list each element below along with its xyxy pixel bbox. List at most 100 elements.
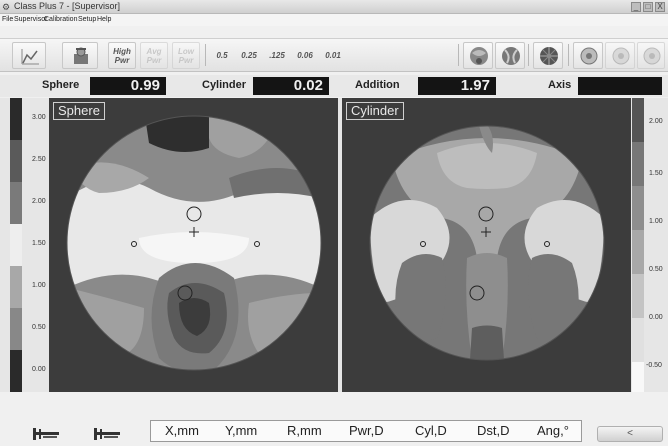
measurement-columns-header: X,mm Y,mm R,mm Pwr,D Cyl,D Dst,D Ang,° — [150, 420, 582, 442]
caliper-button-1[interactable] — [27, 426, 67, 444]
resolution-0-25-button[interactable]: 0.25 — [241, 51, 257, 60]
high-power-label-top: High — [113, 47, 131, 56]
rotate-left-button[interactable] — [573, 42, 603, 69]
scale-tick-label: 3.00 — [32, 114, 46, 121]
cylinder-color-scale: 2.00 1.50 1.00 0.50 0.00 -0.50 — [632, 98, 668, 392]
column-header: Y,mm — [225, 423, 258, 438]
map-view-2-button[interactable] — [495, 42, 525, 69]
toolbar-separator — [528, 44, 529, 66]
resolution-0-5-button[interactable]: 0.5 — [216, 51, 228, 60]
window-title: Class Plus 7 - [Supervisor] — [14, 1, 121, 11]
scale-swatch — [10, 140, 22, 182]
axis-value — [578, 77, 662, 95]
avg-power-label-bottom: Pwr — [146, 56, 162, 65]
scale-tick-label: 2.00 — [32, 198, 46, 205]
scale-swatch — [10, 308, 22, 350]
chart-tool-button[interactable] — [12, 42, 46, 69]
column-header: Cyl,D — [415, 423, 447, 438]
toolbar-separator — [205, 44, 206, 66]
menu-calibration[interactable]: Calibration — [44, 16, 78, 23]
scale-swatch — [632, 230, 644, 274]
toolbar: High Pwr Avg Pwr Low Pwr 0.5 0.25 .125 0… — [0, 38, 668, 72]
scale-tick-label: 1.50 — [649, 170, 663, 177]
resolution-0-01-button[interactable]: 0.01 — [325, 51, 341, 60]
app-icon: ⚙ — [2, 2, 11, 12]
cylinder-map[interactable] — [342, 98, 631, 392]
column-header: R,mm — [287, 423, 322, 438]
scale-swatch — [632, 142, 644, 186]
readout-bar: Sphere 0.99 Cylinder 0.02 Addition 1.97 … — [0, 75, 668, 97]
menu-file[interactable]: File — [2, 16, 14, 23]
minimize-button[interactable]: _ — [631, 2, 641, 12]
scale-tick-label: 0.50 — [649, 266, 663, 273]
column-header: Dst,D — [477, 423, 510, 438]
scale-tick-label: 1.50 — [32, 240, 46, 247]
caliper-icon — [94, 428, 120, 440]
rotate-right-button[interactable] — [605, 42, 635, 69]
toolbar-separator — [458, 44, 459, 66]
menu-supervisor[interactable]: Supervisor — [14, 16, 48, 23]
column-header: X,mm — [165, 423, 199, 438]
addition-value: 1.97 — [418, 77, 496, 95]
scale-tick-label: -0.50 — [646, 362, 662, 369]
scale-tick-label: 1.00 — [649, 218, 663, 225]
low-power-button[interactable]: Low Pwr — [172, 42, 200, 69]
bottom-panel: X,mm Y,mm R,mm Pwr,D Cyl,D Dst,D Ang,° < — [0, 392, 668, 446]
scale-swatch — [10, 350, 22, 392]
rotate-left-icon — [580, 47, 598, 65]
scale-swatch — [10, 182, 22, 224]
cylinder-value: 0.02 — [253, 77, 329, 95]
lensmeter-icon — [74, 47, 88, 64]
caliper-button-2[interactable] — [88, 426, 128, 444]
avg-power-button[interactable]: Avg Pwr — [140, 42, 168, 69]
resolution-0-06-button[interactable]: 0.06 — [297, 51, 313, 60]
scale-tick-label: 1.00 — [32, 282, 46, 289]
scale-tick-label: 2.50 — [32, 156, 46, 163]
scale-tick-label: 0.00 — [649, 314, 663, 321]
sphere-value: 0.99 — [90, 77, 166, 95]
column-header: Pwr,D — [349, 423, 384, 438]
grid-view-button[interactable] — [533, 42, 563, 69]
reset-view-button[interactable] — [637, 42, 665, 69]
scale-swatch — [632, 98, 644, 142]
cylinder-label: Cylinder — [202, 79, 247, 91]
toolbar-separator — [568, 44, 569, 66]
column-header: Ang,° — [537, 423, 569, 438]
addition-label: Addition — [355, 79, 400, 91]
menu-setup[interactable]: Setup — [78, 16, 97, 23]
close-button[interactable]: X — [655, 2, 665, 12]
rotate-right-icon — [612, 47, 630, 65]
cylinder-map-title: Cylinder — [346, 102, 404, 120]
high-power-label-bottom: Pwr — [114, 56, 130, 65]
sphere-label: Sphere — [42, 79, 80, 91]
low-power-label-bottom: Pwr — [178, 56, 194, 65]
sphere-map-panel[interactable]: Sphere — [49, 98, 338, 392]
sphere-color-scale: 3.00 2.50 2.00 1.50 1.00 0.50 0.00 — [10, 98, 48, 392]
scale-swatch — [10, 224, 22, 266]
reset-icon — [643, 47, 661, 65]
menu-help[interactable]: Help — [97, 16, 112, 23]
map-view-1-button[interactable] — [463, 42, 493, 69]
title-bar: ⚙ Class Plus 7 - [Supervisor] _ □ X — [0, 0, 668, 14]
scale-swatch — [10, 98, 22, 140]
axis-label: Axis — [548, 79, 572, 91]
scale-swatch — [632, 318, 644, 362]
scale-tick-label: 0.00 — [32, 366, 46, 373]
chart-icon — [21, 49, 39, 65]
cylinder-map-panel[interactable]: Cylinder — [342, 98, 631, 392]
grid-sphere-icon — [540, 47, 558, 65]
caliper-icon — [33, 428, 59, 440]
resolution-0-125-button[interactable]: .125 — [269, 51, 285, 60]
low-power-label-top: Low — [178, 47, 194, 56]
scale-swatch — [632, 186, 644, 230]
maximize-button[interactable]: □ — [643, 2, 653, 12]
menu-bar: File Supervisor Calibration Setup Help — [0, 14, 668, 26]
lens-map-icon — [470, 47, 488, 65]
sphere-map[interactable] — [49, 98, 338, 392]
scale-swatch — [632, 362, 644, 392]
lensmeter-button[interactable] — [62, 42, 98, 69]
high-power-button[interactable]: High Pwr — [108, 42, 136, 69]
previous-button[interactable]: < — [597, 426, 663, 442]
lens-map-icon — [502, 47, 520, 65]
maps-area: 3.00 2.50 2.00 1.50 1.00 0.50 0.00 — [0, 98, 668, 392]
